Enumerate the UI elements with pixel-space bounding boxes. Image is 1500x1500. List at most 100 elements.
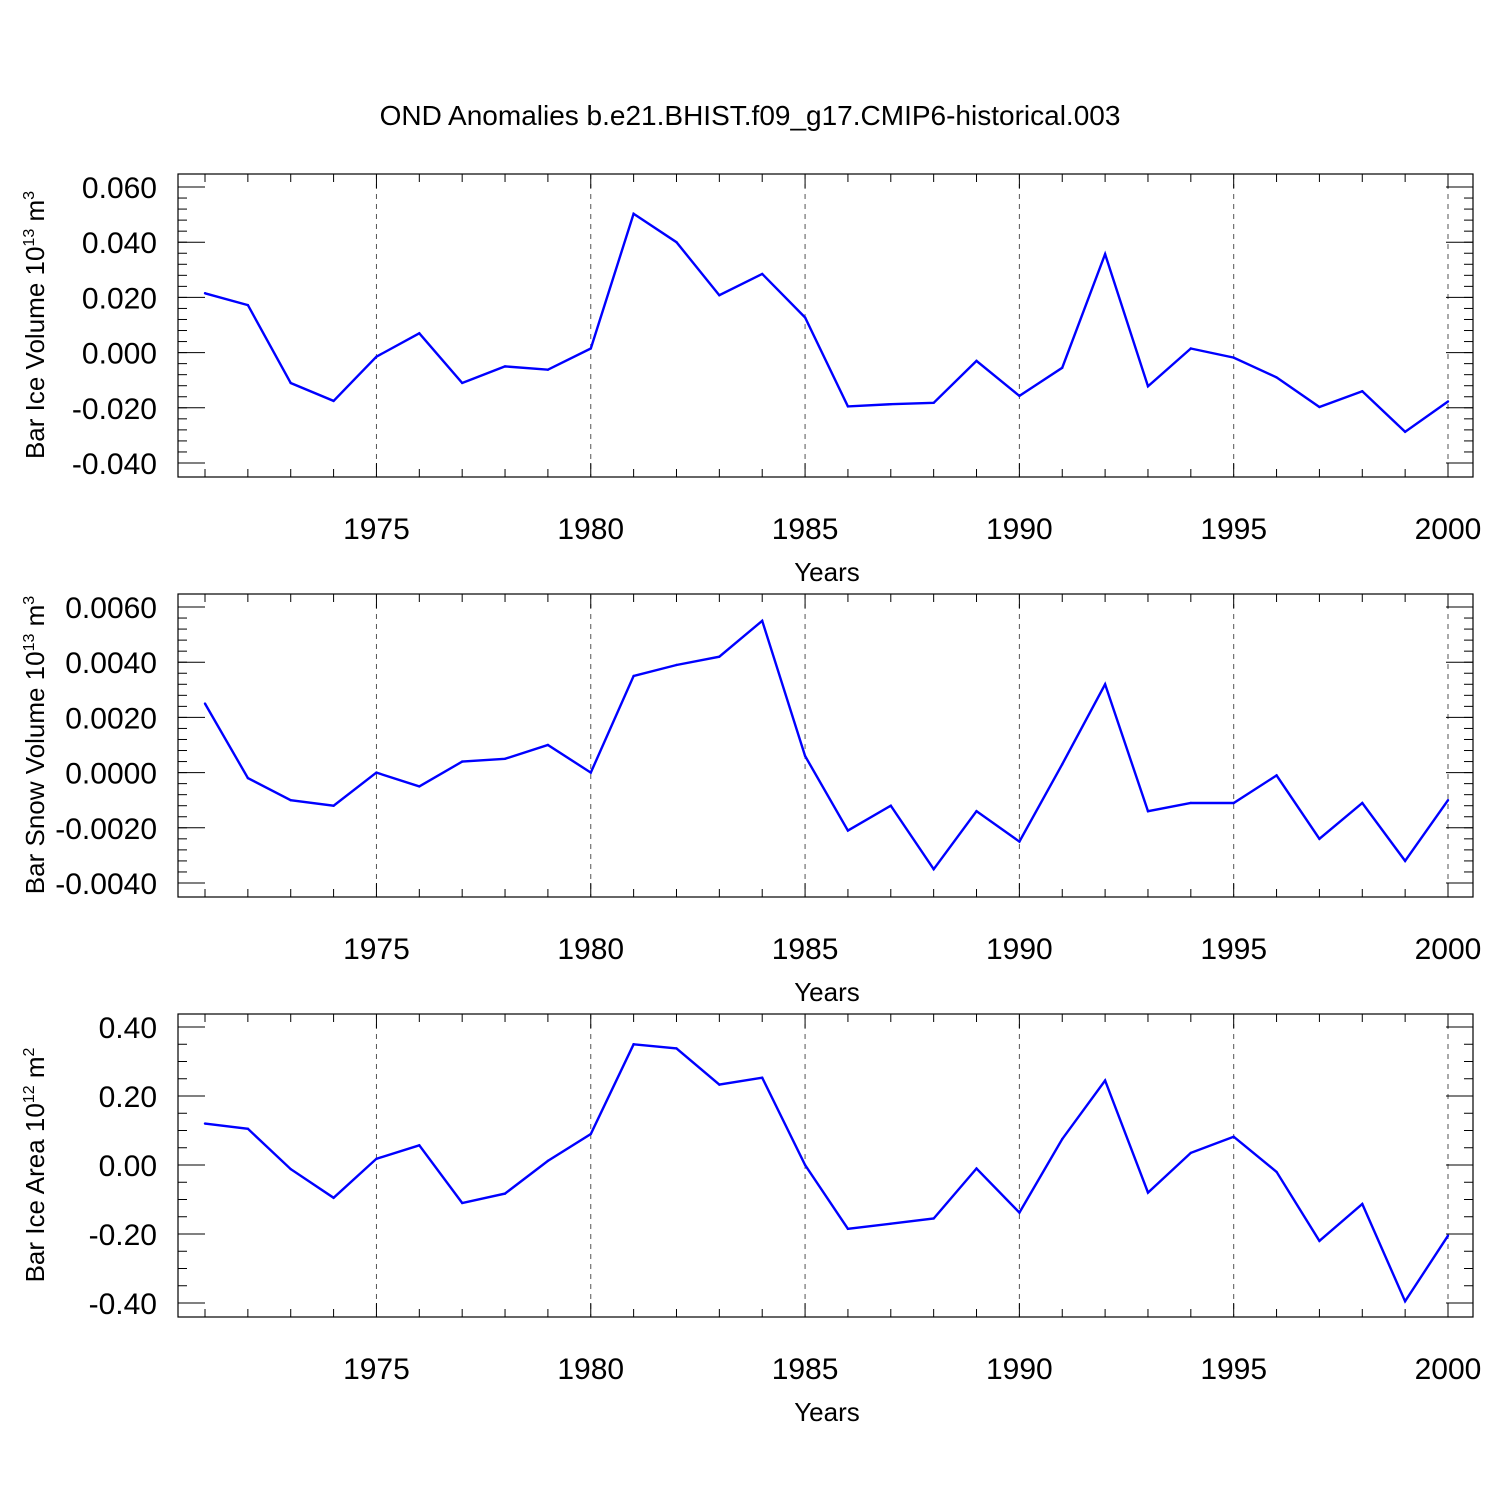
data-point bbox=[546, 1159, 550, 1163]
y-axis-title: Bar Snow Volume 1013 m3 bbox=[20, 596, 50, 895]
data-point bbox=[846, 405, 850, 408]
data-point bbox=[1018, 1211, 1021, 1214]
x-axis-title: Years bbox=[794, 1397, 860, 1427]
plot-frame bbox=[177, 1013, 1474, 1318]
data-point bbox=[1275, 376, 1278, 379]
data-point bbox=[418, 332, 421, 335]
x-tick-label: 1995 bbox=[1200, 933, 1267, 966]
data-point bbox=[846, 829, 850, 832]
data-point bbox=[632, 1043, 635, 1046]
data-point bbox=[675, 1047, 678, 1050]
x-tick-label: 1980 bbox=[557, 933, 624, 966]
x-tick-label: 2000 bbox=[1415, 1353, 1482, 1386]
y-tick-label: -0.040 bbox=[72, 448, 157, 481]
data-point bbox=[203, 702, 207, 705]
data-point bbox=[246, 776, 250, 780]
data-point bbox=[1189, 801, 1193, 805]
data-point bbox=[589, 771, 592, 774]
data-point bbox=[1361, 390, 1364, 393]
data-point bbox=[503, 365, 507, 368]
data-point bbox=[1061, 763, 1064, 766]
data-point bbox=[932, 868, 935, 871]
data-point bbox=[1146, 810, 1150, 813]
x-tick-label: 2000 bbox=[1415, 933, 1482, 966]
data-point bbox=[246, 1127, 250, 1130]
data-point bbox=[503, 757, 507, 760]
data-point bbox=[546, 743, 550, 747]
x-tick-label: 1980 bbox=[557, 513, 624, 546]
x-tick-label: 1985 bbox=[772, 1353, 839, 1386]
data-point bbox=[203, 292, 207, 295]
data-point bbox=[246, 303, 250, 307]
data-point bbox=[803, 754, 807, 758]
plot-frame bbox=[177, 593, 1474, 898]
y-tick-label: 0.0000 bbox=[65, 758, 157, 791]
y-tick-label: -0.0040 bbox=[55, 868, 157, 901]
x-tick-label: 1985 bbox=[772, 513, 839, 546]
data-point bbox=[932, 401, 935, 405]
x-tick-label: 1990 bbox=[986, 513, 1053, 546]
data-point bbox=[1018, 394, 1021, 398]
data-point bbox=[975, 1167, 978, 1170]
data-point bbox=[460, 1201, 464, 1205]
data-point bbox=[718, 293, 721, 297]
data-point bbox=[1446, 1234, 1450, 1237]
panel-2: -0.0040 -0.0020 0.0000 0.0020 0.0040 0.0060 19… bbox=[20, 592, 1481, 1007]
panel-1: -0.040 -0.020 0.000 0.020 0.040 0.060 1975 1980… bbox=[20, 172, 1481, 587]
x-tick-label: 1975 bbox=[343, 1353, 410, 1386]
series-line bbox=[203, 618, 1449, 872]
data-point bbox=[889, 1222, 892, 1225]
y-tick-label: -0.0020 bbox=[55, 813, 157, 846]
data-point bbox=[1232, 801, 1235, 805]
data-point bbox=[1061, 366, 1064, 369]
data-point bbox=[375, 1157, 378, 1160]
data-point bbox=[1018, 840, 1021, 843]
data-point bbox=[1275, 774, 1278, 777]
y-tick-label: 0.00 bbox=[99, 1150, 157, 1183]
x-axis-title: Years bbox=[794, 977, 860, 1007]
data-point bbox=[1189, 1151, 1193, 1155]
y-tick-label: 0.0060 bbox=[65, 592, 157, 625]
y-tick-label: -0.020 bbox=[72, 393, 157, 426]
data-point bbox=[1318, 837, 1321, 841]
data-point bbox=[1318, 1239, 1321, 1243]
data-point bbox=[1189, 347, 1193, 350]
data-point bbox=[1403, 430, 1407, 434]
data-point bbox=[1403, 859, 1407, 863]
data-point bbox=[375, 771, 378, 774]
data-point bbox=[418, 1144, 421, 1147]
data-point bbox=[1103, 683, 1107, 686]
data-point bbox=[503, 1192, 507, 1195]
data-point bbox=[718, 1083, 721, 1086]
data-point bbox=[632, 212, 635, 215]
data-point bbox=[1446, 400, 1450, 403]
x-tick-label: 1980 bbox=[557, 1353, 624, 1386]
data-point bbox=[1232, 356, 1235, 359]
data-point bbox=[203, 1122, 207, 1125]
data-point bbox=[332, 1196, 335, 1199]
x-tick-label: 1995 bbox=[1200, 1353, 1267, 1386]
y-tick-label: 0.40 bbox=[99, 1012, 157, 1045]
data-point bbox=[589, 347, 592, 350]
y-tick-label: 0.040 bbox=[82, 227, 157, 260]
y-tick-label: -0.40 bbox=[89, 1288, 157, 1321]
data-point bbox=[1103, 1079, 1107, 1082]
x-tick-label: 1975 bbox=[343, 513, 410, 546]
y-tick-label: 0.20 bbox=[99, 1081, 157, 1114]
plot-frame bbox=[177, 173, 1474, 478]
data-point bbox=[675, 663, 678, 667]
series-line bbox=[204, 1043, 1450, 1304]
data-point bbox=[761, 1076, 764, 1079]
data-point bbox=[289, 799, 292, 802]
panel-3: -0.40 -0.20 0.00 0.20 0.40 1975 1980 1985 1990 19… bbox=[20, 1012, 1481, 1427]
x-tick-label: 1995 bbox=[1200, 513, 1267, 546]
data-point bbox=[1403, 1300, 1407, 1303]
chart-title: OND Anomalies b.e21.BHIST.f09_g17.CMIP6-… bbox=[380, 100, 1121, 131]
data-point bbox=[332, 804, 335, 807]
data-point bbox=[289, 381, 292, 385]
data-point bbox=[589, 1132, 592, 1136]
data-point bbox=[418, 785, 421, 788]
data-point bbox=[632, 674, 635, 678]
data-point bbox=[889, 804, 892, 807]
